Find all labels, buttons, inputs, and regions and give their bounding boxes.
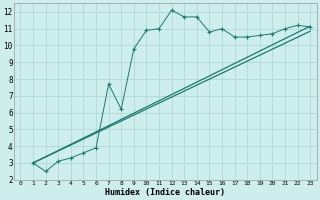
X-axis label: Humidex (Indice chaleur): Humidex (Indice chaleur)	[105, 188, 225, 197]
